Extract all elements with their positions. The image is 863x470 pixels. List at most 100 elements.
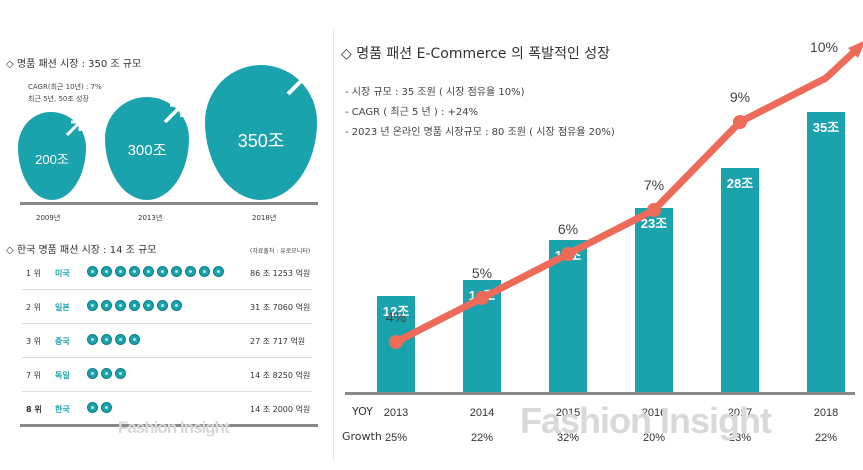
bubble-value: 300조	[127, 142, 167, 159]
coin-icon	[129, 300, 140, 311]
year-label: 2018년	[252, 214, 277, 222]
watermark: Fashion Insight	[118, 418, 230, 437]
share-point	[475, 291, 489, 305]
share-label: 4%	[386, 309, 406, 325]
year-tick-label: 2018	[814, 407, 838, 419]
bar	[807, 112, 845, 392]
coin-icon	[157, 266, 168, 277]
year-tick-label: 2015	[556, 407, 580, 419]
coin-icon	[115, 300, 126, 311]
row-divider	[22, 391, 312, 392]
watermark: Fashion Insight	[520, 400, 772, 441]
rank-amount: 86 조 1253 억원	[250, 269, 311, 278]
coin-icon	[171, 266, 182, 277]
bullet-item: - CAGR ( 최근 5 년 ) : +24%	[345, 107, 479, 118]
ecommerce-title: ◇ 명품 패션 E-Commerce 의 폭발적인 성장	[341, 46, 611, 62]
rank-number: 7 위	[26, 371, 41, 380]
baseline	[20, 202, 318, 205]
source-note: (자료출처 : 유로모니터)	[250, 248, 311, 255]
bubble-2018: 350조	[205, 65, 317, 200]
rank-row: 1 위 미국 86 조 1253 억원	[22, 264, 312, 290]
coin-icon	[185, 266, 196, 277]
rank-dots	[87, 368, 126, 382]
rank-number: 3 위	[26, 337, 41, 346]
bar-value-label: 28조	[727, 176, 753, 191]
coin-icon	[101, 300, 112, 311]
share-label: 7%	[644, 177, 664, 193]
growth-value-label: 32%	[557, 432, 579, 444]
coin-icon	[87, 402, 98, 413]
year-label: 2009년	[36, 214, 61, 222]
rank-amount: 27 조 717 억원	[250, 337, 306, 346]
arrow-up-right-icon	[163, 103, 184, 124]
coin-icon	[115, 266, 126, 277]
coin-icon	[129, 334, 140, 345]
bar-value-label: 35조	[813, 120, 839, 135]
bar-value-label: 23조	[641, 216, 667, 231]
growth-value-label: 22%	[471, 432, 493, 444]
growth-note: 최근 5년, 50조 성장	[28, 95, 89, 103]
rank-country: 일본	[55, 303, 70, 312]
rank-number: 2 위	[26, 303, 41, 312]
rank-row: 2 위 일본 31 조 7060 억원	[22, 298, 312, 324]
bar	[635, 208, 673, 392]
year-label: 2013년	[138, 214, 163, 222]
year-tick-label: 2013	[384, 407, 408, 419]
panel-divider	[333, 30, 334, 460]
share-label: 6%	[558, 221, 578, 237]
cagr-note: CAGR(최근 10년) : 7%	[28, 83, 102, 91]
rank-dots	[87, 402, 112, 416]
coin-icon	[171, 300, 182, 311]
growth-value-label: 25%	[385, 432, 407, 444]
rank-dots	[87, 334, 140, 348]
coin-icon	[157, 300, 168, 311]
arrow-up-right-icon	[286, 71, 311, 96]
row-divider	[22, 357, 312, 358]
arrow-up-right-icon	[65, 120, 82, 137]
rank-amount: 14 조 8250 억원	[250, 371, 311, 380]
bubble-value: 200조	[35, 152, 69, 167]
bar	[721, 168, 759, 392]
yoy-label: YOY	[352, 405, 373, 418]
coin-icon	[213, 266, 224, 277]
growth-label: Growth	[342, 430, 382, 443]
rank-row: 8 위 한국 14 조 2000 억원	[22, 400, 312, 420]
share-point	[647, 203, 661, 217]
growth-value-label: 20%	[643, 432, 665, 444]
year-tick-label: 2014	[470, 407, 494, 419]
share-point	[561, 247, 575, 261]
rank-number: 8 위	[26, 405, 42, 414]
bottom-rule	[20, 424, 318, 427]
rank-row: 3 위 중국 27 조 717 억원	[22, 332, 312, 358]
coin-icon	[115, 368, 126, 379]
coin-icon	[87, 300, 98, 311]
market-size-title: ◇ 명품 패션 시장 : 350 조 규모	[6, 59, 142, 70]
coin-icon	[87, 368, 98, 379]
share-label: 5%	[472, 265, 492, 281]
bullet-item: - 2023 년 온라인 명품 시장규모 : 80 조원 ( 시장 점유율 20…	[345, 127, 615, 138]
row-divider	[22, 289, 312, 290]
bullet-item: - 시장 규모 : 35 조원 ( 시장 점유율 10%)	[345, 87, 525, 98]
coin-icon	[101, 368, 112, 379]
coin-icon	[143, 300, 154, 311]
rank-amount: 14 조 2000 억원	[250, 405, 311, 414]
chart-axis	[345, 392, 855, 395]
bar-value-label: 12조	[383, 304, 409, 319]
rank-country: 중국	[55, 337, 70, 346]
rank-country: 독일	[55, 371, 70, 380]
coin-icon	[129, 266, 140, 277]
coin-icon	[101, 334, 112, 345]
korea-market-title: ◇ 한국 명품 패션 시장 : 14 조 규모	[6, 245, 157, 256]
growth-value-label: 23%	[729, 432, 751, 444]
share-label: 9%	[730, 89, 750, 105]
coin-icon	[87, 266, 98, 277]
coin-icon	[87, 334, 98, 345]
coin-icon	[101, 402, 112, 413]
share-point	[733, 115, 747, 129]
rank-row: 7 위 독일 14 조 8250 억원	[22, 366, 312, 392]
coin-icon	[115, 334, 126, 345]
arrow-head-icon	[848, 41, 863, 58]
rank-country: 한국	[55, 405, 70, 414]
rank-country: 미국	[55, 269, 70, 278]
